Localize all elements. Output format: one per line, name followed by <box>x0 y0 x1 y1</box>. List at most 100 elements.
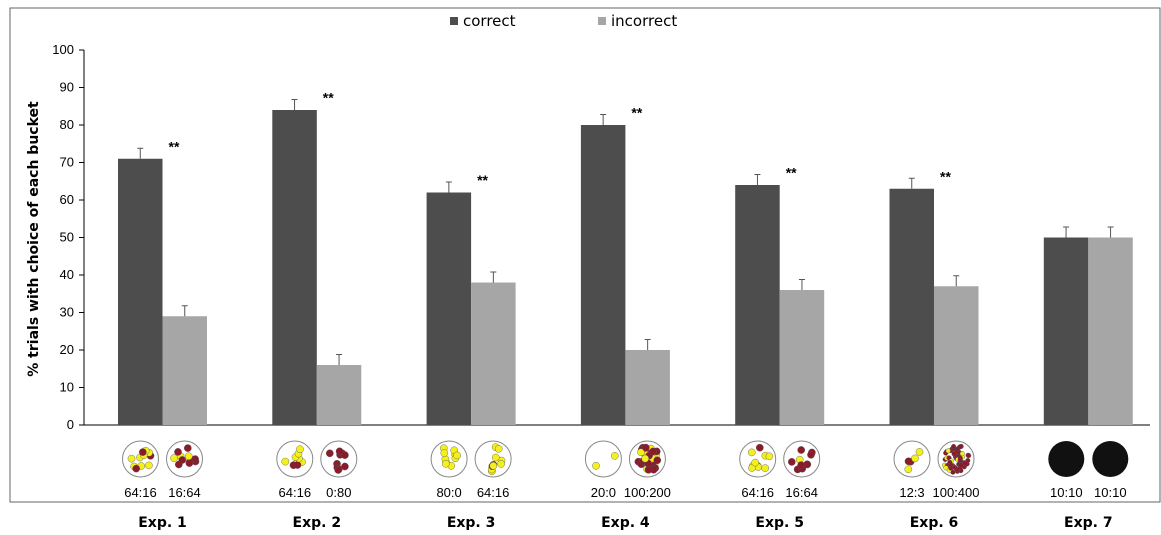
y-axis-label: % trials with choice of each bucket <box>26 101 42 377</box>
ratio-label: 12:3 <box>899 485 924 500</box>
red-ball-icon <box>797 446 806 454</box>
yellow-ball-icon <box>184 452 193 461</box>
red-ball-icon <box>904 457 913 466</box>
bar-correct <box>580 125 626 425</box>
x-tick-label: Exp. 2 <box>293 515 342 531</box>
y-tick-label: 30 <box>60 305 74 320</box>
legend-swatch-incorrect <box>598 17 606 25</box>
opaque-bucket-icon <box>1092 441 1129 477</box>
red-ball-icon <box>341 462 349 471</box>
opaque-bucket-icon <box>1048 441 1085 477</box>
legend-label-correct: correct <box>463 12 516 30</box>
bars: ** ** ** ** ** ** <box>118 90 1133 425</box>
x-tick-label: Exp. 4 <box>601 515 650 531</box>
bar-incorrect <box>316 365 362 425</box>
bucket-icons <box>122 440 1129 478</box>
red-ball-icon <box>756 443 764 452</box>
yellow-ball-icon <box>281 457 290 466</box>
red-ball-icon <box>797 461 805 469</box>
bar-incorrect <box>1088 237 1133 425</box>
ratio-label: 64:16 <box>279 485 312 500</box>
yellow-ball-icon <box>761 464 770 472</box>
red-ball-icon <box>185 459 194 467</box>
yellow-ball-icon <box>959 451 965 457</box>
x-tick-label: Exp. 7 <box>1064 515 1113 531</box>
red-ball-icon <box>174 448 182 456</box>
red-ball-icon <box>341 451 349 459</box>
significance-marker: ** <box>940 168 951 184</box>
bar-correct <box>272 110 317 425</box>
y-tick-label: 20 <box>60 342 74 357</box>
yellow-ball-icon <box>296 445 304 454</box>
yellow-ball-icon <box>453 451 461 460</box>
y-tick-label: 10 <box>60 380 74 395</box>
x-tick-label: Exp. 6 <box>910 515 959 531</box>
red-ball-icon <box>951 444 957 450</box>
yellow-ball-icon <box>611 451 619 460</box>
yellow-ball-icon <box>170 454 178 462</box>
yellow-ball-icon <box>911 454 919 463</box>
red-ball-icon <box>965 452 971 458</box>
significance-marker: ** <box>323 90 334 106</box>
yellow-ball-icon <box>497 460 505 468</box>
x-tick-label: Exp. 3 <box>447 515 496 531</box>
yellow-ball-icon <box>765 452 774 461</box>
ratio-label: 100:200 <box>624 485 671 500</box>
yellow-ball-icon <box>592 461 600 470</box>
red-ball-icon <box>178 456 187 464</box>
y-tick-label: 80 <box>60 117 74 132</box>
plot-frame <box>9 7 1161 503</box>
red-ball-icon <box>951 451 957 457</box>
bar-correct <box>735 185 780 425</box>
significance-marker: ** <box>169 138 180 154</box>
ratio-label: 64:16 <box>741 485 774 500</box>
ratio-label: 80:0 <box>436 485 461 500</box>
red-ball-icon <box>335 447 344 456</box>
red-ball-icon <box>958 462 964 468</box>
y-tick-label: 50 <box>60 230 74 245</box>
red-ball-icon <box>807 450 815 459</box>
ratio-label: 100:400 <box>933 485 980 500</box>
red-ball-icon <box>644 465 653 474</box>
ratio-label: 10:10 <box>1050 485 1083 500</box>
yellow-ball-icon <box>494 444 503 453</box>
red-ball-icon <box>649 447 657 456</box>
bar-incorrect <box>934 286 979 425</box>
yellow-ball-icon <box>751 458 760 467</box>
bar-correct <box>426 192 472 425</box>
x-tick-label: Exp. 1 <box>138 515 187 531</box>
red-ball-icon <box>325 449 334 458</box>
significance-marker: ** <box>631 105 642 121</box>
red-ball-icon <box>183 444 192 452</box>
y-tick-label: 70 <box>60 155 74 170</box>
bar-correct <box>1043 237 1089 425</box>
yellow-ball-icon <box>127 454 136 463</box>
yellow-ball-icon <box>637 448 645 457</box>
yellow-ball-icon <box>440 449 449 457</box>
ratio-label: 16:64 <box>168 485 201 500</box>
bar-correct <box>118 158 163 425</box>
yellow-ball-icon <box>945 448 951 454</box>
y-tick-label: 90 <box>60 80 74 95</box>
yellow-ball-icon <box>748 448 756 457</box>
x-axis-labels: 64:16 16:64 Exp. 1 64:16 0:80 Exp. 2 80:0 64:16… <box>124 485 1126 531</box>
red-ball-icon <box>293 461 302 469</box>
red-ball-icon <box>957 444 963 450</box>
red-ball-icon <box>642 443 650 452</box>
significance-marker: ** <box>477 172 488 188</box>
y-tick-label: 100 <box>52 42 74 57</box>
yellow-ball-icon <box>641 454 650 463</box>
yellow-ball-icon <box>915 448 924 456</box>
yellow-ball-icon <box>145 461 153 470</box>
ratio-label: 16:64 <box>785 485 818 500</box>
bar-incorrect <box>625 350 670 425</box>
bar-incorrect <box>779 290 825 425</box>
red-ball-icon <box>334 466 343 474</box>
yellow-ball-icon <box>441 459 450 468</box>
ratio-label: 64:16 <box>124 485 157 500</box>
legend-swatch-correct <box>450 17 458 25</box>
red-ball-icon <box>948 465 954 471</box>
legend: correct incorrect <box>450 12 677 30</box>
red-ball-icon <box>132 464 140 473</box>
